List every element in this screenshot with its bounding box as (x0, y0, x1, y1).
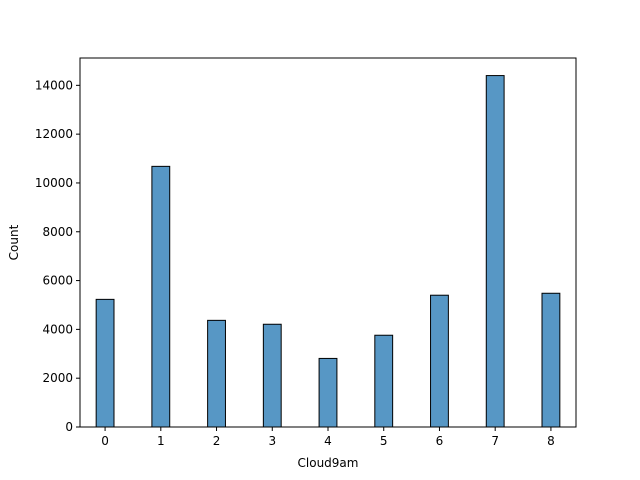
y-axis-ticks: 0 2000 4000 6000 8000 10000 12000 14000 (35, 78, 80, 434)
x-tick-label: 7 (491, 434, 499, 448)
bar-6 (430, 294, 449, 428)
bar-1 (151, 165, 171, 428)
y-tick-label: 10000 (35, 176, 73, 190)
y-axis-label: Count (7, 224, 21, 260)
bar-8 (541, 292, 561, 428)
x-tick-label: 5 (380, 434, 388, 448)
bar-7 (485, 75, 505, 428)
x-tick-label: 8 (547, 434, 555, 448)
y-tick-label: 8000 (42, 225, 73, 239)
bar-2 (207, 319, 226, 428)
bar-3 (262, 323, 282, 428)
y-tick-label: 6000 (42, 274, 73, 288)
x-tick-label: 2 (213, 434, 221, 448)
y-tick-label: 4000 (42, 322, 73, 336)
y-tick-label: 12000 (35, 127, 73, 141)
bar-0 (95, 298, 115, 428)
x-axis-ticks: 0 1 2 3 4 5 6 7 8 (101, 427, 555, 448)
y-tick-label: 14000 (35, 78, 73, 92)
x-tick-label: 6 (436, 434, 444, 448)
x-tick-label: 4 (324, 434, 332, 448)
x-tick-label: 1 (157, 434, 165, 448)
bars-group (95, 75, 561, 428)
x-axis-label: Cloud9am (298, 456, 359, 470)
plot-area-frame (79, 57, 577, 428)
x-tick-label: 0 (101, 434, 109, 448)
y-tick-label: 2000 (42, 371, 73, 385)
bar-4 (318, 357, 338, 428)
bar-5 (374, 334, 394, 428)
x-tick-label: 3 (268, 434, 276, 448)
y-tick-label: 0 (65, 420, 73, 434)
